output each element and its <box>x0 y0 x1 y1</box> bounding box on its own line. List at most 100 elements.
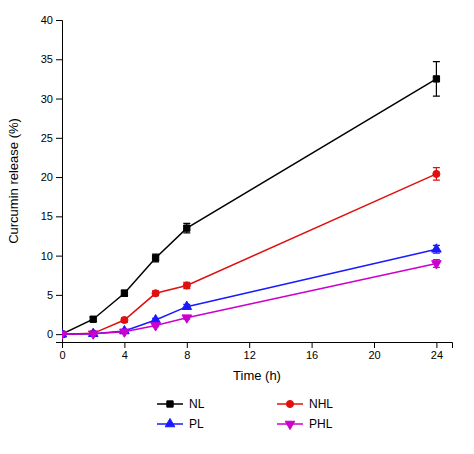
tick-label: 20 <box>368 349 380 361</box>
series-line <box>62 263 436 334</box>
marker <box>184 225 190 231</box>
tick-label: 16 <box>306 349 318 361</box>
series <box>62 244 441 337</box>
error-bar <box>90 317 97 322</box>
tick-label: 10 <box>41 250 53 262</box>
tick-mark <box>56 216 62 217</box>
marker <box>62 331 67 339</box>
x-axis: 0 4 8 12 16 20 24 <box>59 342 452 361</box>
tick-mark <box>124 342 125 348</box>
legend-label: PHL <box>309 417 333 431</box>
tick-label: 0 <box>47 328 53 340</box>
legend-item: NHL <box>277 397 333 411</box>
legend-label: NHL <box>309 397 333 411</box>
tick: 4 <box>122 342 128 361</box>
series-line <box>62 174 436 334</box>
marker <box>121 316 128 323</box>
error-bar <box>152 254 159 262</box>
error-bar <box>183 223 190 232</box>
tick-mark <box>56 295 62 296</box>
tick-mark <box>56 59 62 60</box>
marker <box>432 261 442 269</box>
marker <box>151 323 161 331</box>
tick: 40 <box>41 14 62 26</box>
tick: 8 <box>184 342 190 361</box>
tick-mark <box>56 138 62 139</box>
tick-label: 20 <box>41 171 53 183</box>
legend-label: NL <box>189 397 205 411</box>
tick: 12 <box>244 342 256 361</box>
tick: 0 <box>59 342 65 361</box>
tick: 30 <box>41 93 62 105</box>
tick-label: 35 <box>41 53 53 65</box>
tick-label: 4 <box>122 349 128 361</box>
marker <box>120 329 130 337</box>
tick: 16 <box>306 342 318 361</box>
tick: 10 <box>41 250 62 262</box>
legend-marker <box>285 421 295 429</box>
tick: 0 <box>47 328 62 340</box>
error-bar <box>121 290 128 296</box>
legend-marker <box>167 401 173 407</box>
plot: 0 4 8 12 16 20 24 0 5 10 15 20 25 30 35 40 Time (h) Curcu… <box>6 14 453 383</box>
tick-label: 25 <box>41 132 53 144</box>
error-bar <box>183 282 190 288</box>
tick-label: 40 <box>41 14 53 26</box>
tick-mark <box>56 256 62 257</box>
tick-label: 15 <box>41 210 53 222</box>
tick-mark <box>56 334 62 335</box>
tick-mark <box>249 342 250 348</box>
legend: NL NHL PL PHL <box>157 397 333 431</box>
tick-mark <box>436 342 437 348</box>
tick: 20 <box>41 171 62 183</box>
tick-label: 12 <box>244 349 256 361</box>
series-line <box>62 249 436 334</box>
tick: 25 <box>41 132 62 144</box>
error-bar <box>433 62 440 97</box>
tick-label: 24 <box>431 349 443 361</box>
tick: 35 <box>41 53 62 65</box>
marker <box>152 290 159 297</box>
marker <box>152 255 158 261</box>
y-axis: 0 5 10 15 20 25 30 35 40 <box>41 14 63 342</box>
series-area <box>62 62 441 340</box>
axis-line <box>56 21 63 343</box>
series <box>62 260 441 340</box>
marker <box>182 315 192 323</box>
error-bar <box>433 168 440 181</box>
legend-item: PHL <box>277 417 333 431</box>
tick-mark <box>312 342 313 348</box>
tick-mark <box>56 20 62 21</box>
legend-marker <box>165 418 175 426</box>
marker <box>433 170 440 177</box>
marker <box>90 316 96 322</box>
tick-label: 30 <box>41 93 53 105</box>
legend-marker <box>286 400 293 407</box>
legend-label: PL <box>189 417 204 431</box>
marker <box>183 282 190 289</box>
tick-mark <box>374 342 375 348</box>
axis-line <box>63 343 453 349</box>
marker <box>433 76 439 82</box>
tick-mark <box>56 177 62 178</box>
tick: 24 <box>431 342 443 361</box>
series <box>62 168 440 338</box>
marker <box>121 290 127 296</box>
tick-label: 8 <box>184 349 190 361</box>
tick: 20 <box>368 342 380 361</box>
legend-item: NL <box>157 397 205 411</box>
marker <box>151 314 161 322</box>
series-line <box>62 79 436 334</box>
tick-mark <box>187 342 188 348</box>
x-axis-title: Time (h) <box>233 368 281 383</box>
marker <box>182 301 192 309</box>
tick: 5 <box>47 289 62 301</box>
tick: 15 <box>41 210 62 222</box>
tick-label: 5 <box>47 289 53 301</box>
tick-mark <box>56 99 62 100</box>
chart: 0 4 8 12 16 20 24 0 5 10 15 20 25 30 35 40 Time (h) Curcu… <box>0 0 474 454</box>
series <box>62 62 440 338</box>
y-axis-title: Curcumin release (%) <box>6 118 21 244</box>
legend-item: PL <box>157 417 204 431</box>
tick-label: 0 <box>59 349 65 361</box>
